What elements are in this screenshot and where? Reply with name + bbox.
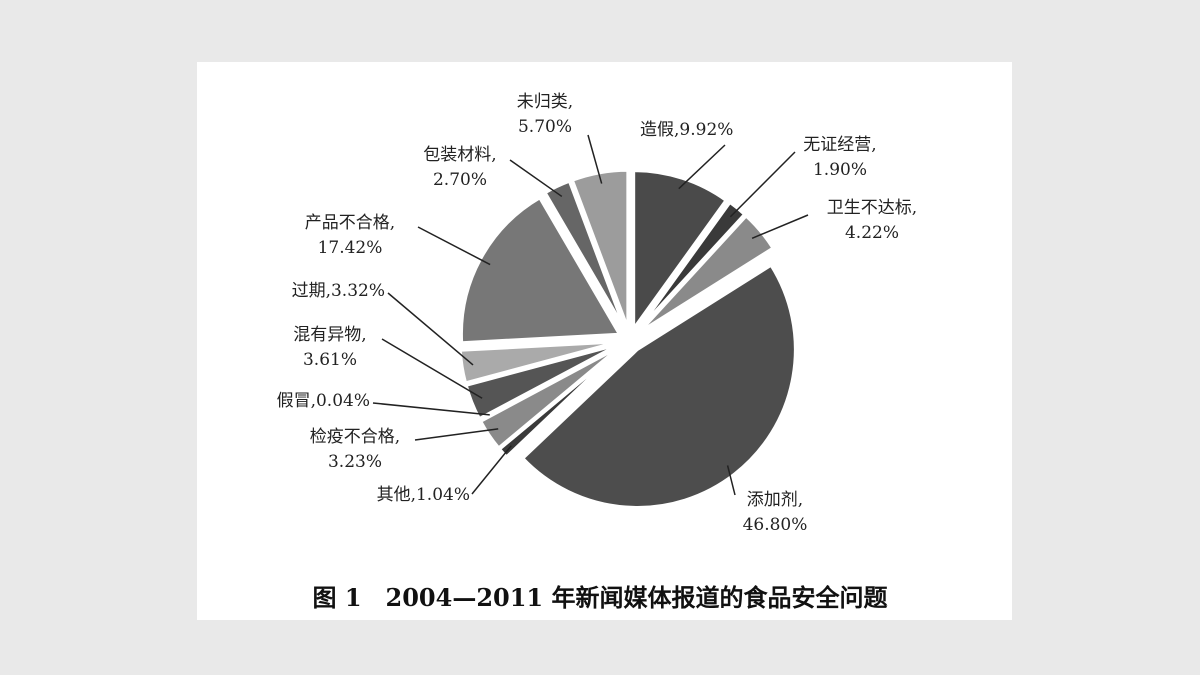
- leader-line: [417, 226, 491, 266]
- figure-panel: [197, 62, 1012, 620]
- slice-label-name: 假冒,: [277, 391, 316, 411]
- slice-label: 其他,1.04%: [377, 485, 470, 505]
- leader-line: [471, 445, 512, 495]
- pie-slice: [570, 168, 630, 329]
- slice-label-name: 产品不合格,: [305, 213, 395, 233]
- leader-line: [729, 151, 796, 218]
- pie-slice: [638, 213, 775, 334]
- slice-label-name: 添加剂,: [747, 490, 803, 510]
- slice-label: 假冒,0.04%: [277, 391, 370, 411]
- slice-label-value: 3.23%: [328, 452, 382, 472]
- slice-label: 混有异物, 3.61%: [293, 325, 366, 370]
- slice-label-value: 3.32%: [331, 281, 385, 301]
- pie-slice: [458, 340, 619, 385]
- slice-label-value: 4.22%: [845, 223, 899, 243]
- slice-label-name: 造假,: [640, 120, 679, 140]
- slice-label-value: 0.04%: [316, 391, 370, 411]
- slice-label: 添加剂, 46.80%: [743, 490, 808, 535]
- slice-label: 造假,9.92%: [640, 120, 733, 140]
- leader-line: [372, 402, 490, 416]
- slice-label-name: 无证经营,: [803, 135, 876, 155]
- leader-line: [751, 214, 809, 239]
- slice-label: 无证经营, 1.90%: [803, 135, 876, 180]
- slice-label: 过期,3.32%: [292, 281, 385, 301]
- slice-label-value: 3.61%: [303, 350, 357, 370]
- leader-line: [387, 292, 474, 366]
- slice-label: 卫生不达标, 4.22%: [827, 198, 917, 243]
- slice-label-name: 检疫不合格,: [310, 427, 400, 447]
- pie-slice: [497, 346, 623, 459]
- pie-slice: [520, 263, 797, 509]
- pie-slice: [464, 342, 620, 421]
- leader-line: [381, 338, 483, 399]
- slice-label-value: 46.80%: [743, 515, 808, 535]
- slice-label: 产品不合格, 17.42%: [305, 213, 395, 258]
- pie-slice: [543, 179, 627, 330]
- pie-slice: [632, 169, 729, 334]
- leader-line: [509, 159, 563, 198]
- slice-label-name: 包装材料,: [423, 145, 496, 165]
- slice-label-value: 1.90%: [813, 160, 867, 180]
- slice-label-value: 5.70%: [518, 117, 572, 137]
- slice-label-value: 17.42%: [318, 238, 383, 258]
- leader-line: [726, 465, 736, 496]
- slice-label: 检疫不合格, 3.23%: [310, 427, 400, 472]
- leader-line: [587, 134, 603, 184]
- slice-label-value: 2.70%: [433, 170, 487, 190]
- slice-label-name: 混有异物,: [293, 325, 366, 345]
- pie: [458, 168, 797, 509]
- leader-line: [678, 144, 726, 190]
- slice-label-name: 过期,: [292, 281, 331, 301]
- pie-slice: [636, 200, 747, 332]
- slice-label-name: 其他,: [377, 485, 416, 505]
- slice-label-name: 卫生不达标,: [827, 198, 917, 218]
- slice-label-value: 9.92%: [679, 120, 733, 140]
- chart-title: 图 1 2004—2011 年新闻媒体报道的食品安全问题: [312, 583, 887, 612]
- slice-label-name: 未归类,: [517, 92, 573, 112]
- slice-label: 包装材料, 2.70%: [423, 145, 496, 190]
- slice-label-value: 1.04%: [416, 485, 470, 505]
- slice-label: 未归类, 5.70%: [517, 92, 573, 137]
- leader-line: [414, 428, 499, 441]
